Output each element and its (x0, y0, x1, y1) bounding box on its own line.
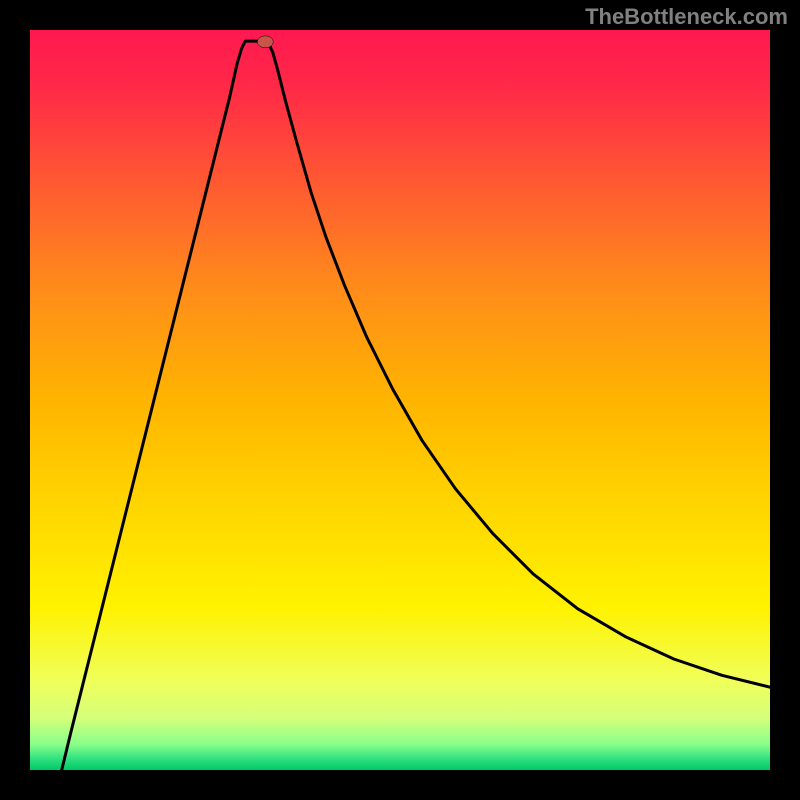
curve-layer (30, 30, 770, 770)
optimum-marker (257, 36, 273, 48)
bottleneck-curve (58, 41, 770, 770)
chart-container: TheBottleneck.com (0, 0, 800, 800)
watermark-text: TheBottleneck.com (585, 4, 788, 30)
plot-area (30, 30, 770, 770)
